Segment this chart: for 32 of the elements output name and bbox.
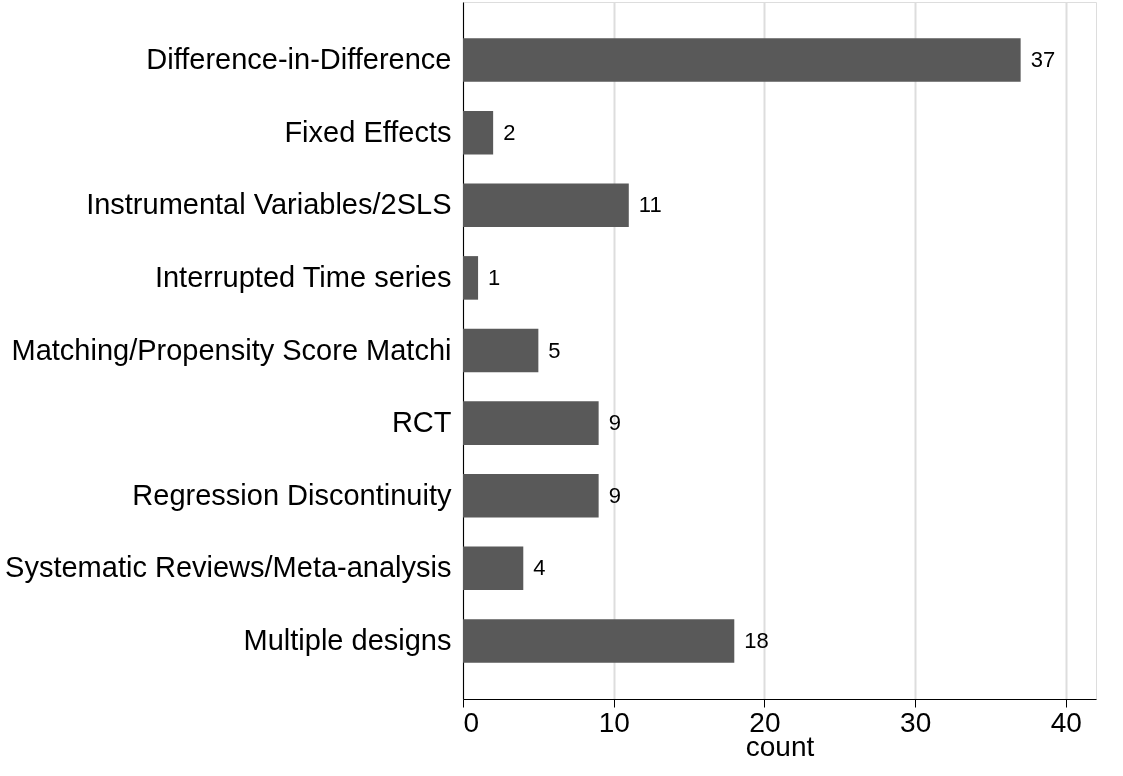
data-label: 4 (533, 555, 546, 581)
data-label: 1 (488, 264, 501, 290)
data-label: 18 (744, 627, 769, 653)
data-label: 9 (608, 482, 621, 508)
bar (463, 38, 1021, 82)
data-label: 11 (638, 192, 662, 218)
bar (463, 546, 524, 591)
y-tick-label: Systematic Reviews/Meta-analysis (5, 551, 452, 584)
x-tick-label: 10 (598, 706, 630, 738)
y-tick-label: Multiple designs (243, 623, 452, 656)
y-tick-label: Instrumental Variables/2SLS (86, 188, 452, 221)
bar (463, 619, 735, 663)
bar (463, 110, 494, 155)
data-label: 9 (608, 410, 621, 436)
data-label: 2 (503, 119, 516, 145)
y-tick-label: Interrupted Time series (154, 260, 452, 293)
x-tick-label: 0 (463, 706, 480, 738)
bar (463, 328, 539, 373)
y-tick-label: RCT (391, 406, 452, 439)
bar (463, 183, 629, 228)
bar (463, 401, 599, 445)
y-tick-label: Regression Discontinuity (132, 478, 452, 511)
y-tick-label: Fixed Effects (284, 115, 452, 148)
bar (463, 473, 599, 518)
y-tick-label: Difference-in-Difference (146, 43, 452, 76)
x-tick-label: 40 (1050, 706, 1082, 738)
x-tick-label: 30 (900, 706, 932, 738)
data-label: 37 (1030, 47, 1056, 73)
x-tick-label: 20 (749, 706, 781, 738)
y-tick-label: Matching/Propensity Score Matchi (11, 333, 452, 366)
data-label: 5 (548, 337, 561, 363)
bar (463, 256, 479, 300)
